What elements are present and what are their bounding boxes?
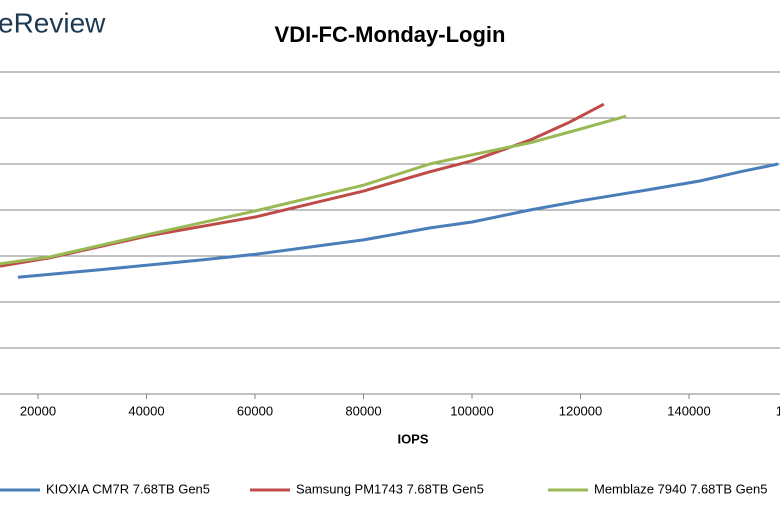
legend-label: Samsung PM1743 7.68TB Gen5 [296, 481, 484, 496]
chart-title: VDI-FC-Monday-Login [275, 22, 506, 47]
x-tick-label: 80000 [345, 403, 381, 418]
x-axis-title: IOPS [397, 431, 428, 446]
x-tick-label: 60000 [237, 403, 273, 418]
x-tick-label: 140000 [667, 403, 710, 418]
x-tick-label: 160000 [776, 403, 780, 418]
x-tick-label: 40000 [128, 403, 164, 418]
series-line [0, 102, 605, 268]
legend-label: KIOXIA CM7R 7.68TB Gen5 [46, 481, 210, 496]
x-tick-label: 120000 [559, 403, 602, 418]
logo: eReview [0, 7, 106, 38]
series-line [0, 114, 627, 266]
x-tick-label: 20000 [20, 403, 56, 418]
legend-label: Memblaze 7940 7.68TB Gen5 [594, 481, 767, 496]
x-tick-label: 100000 [450, 403, 493, 418]
series-line [17, 162, 779, 279]
